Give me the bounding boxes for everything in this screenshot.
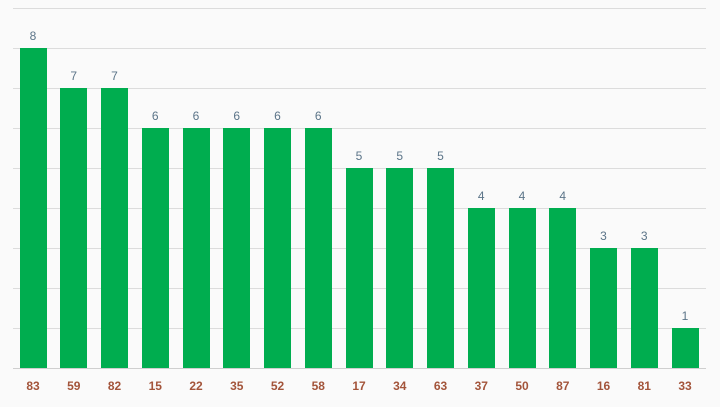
data-label-34: 5	[396, 149, 403, 163]
x-tick-label-15: 15	[149, 379, 163, 393]
bar-15	[142, 128, 169, 368]
data-label-52: 6	[274, 109, 281, 123]
x-tick-label-16: 16	[597, 379, 611, 393]
data-label-87: 4	[559, 189, 566, 203]
bar-22	[183, 128, 210, 368]
data-label-50: 4	[519, 189, 526, 203]
data-labels: 8 7 7 6 6 6 6 6 5 5 5 4 4 4 3 3 1	[30, 29, 689, 323]
x-tick-label-82: 82	[108, 379, 122, 393]
x-axis-tick-labels: 83 59 82 15 22 35 52 58 17 34 63 37 50 87 16 81 33	[26, 379, 692, 393]
bar-50	[509, 208, 536, 368]
data-label-15: 6	[152, 109, 159, 123]
x-tick-label-58: 58	[312, 379, 326, 393]
x-tick-label-50: 50	[515, 379, 529, 393]
bar-63	[427, 168, 454, 368]
bars	[20, 48, 699, 368]
bar-17	[346, 168, 373, 368]
data-label-16: 3	[600, 229, 607, 243]
bar-59	[60, 88, 87, 368]
bar-16	[590, 248, 617, 368]
x-tick-label-63: 63	[434, 379, 448, 393]
bar-83	[20, 48, 47, 368]
x-tick-label-33: 33	[678, 379, 692, 393]
x-tick-label-87: 87	[556, 379, 570, 393]
bar-58	[305, 128, 332, 368]
bar-37	[468, 208, 495, 368]
data-label-17: 5	[356, 149, 363, 163]
bar-33	[672, 328, 699, 368]
x-tick-label-37: 37	[475, 379, 489, 393]
data-label-37: 4	[478, 189, 485, 203]
x-tick-label-22: 22	[189, 379, 203, 393]
data-label-59: 7	[70, 69, 77, 83]
bar-52	[264, 128, 291, 368]
data-label-58: 6	[315, 109, 322, 123]
x-tick-label-59: 59	[67, 379, 81, 393]
x-tick-label-83: 83	[26, 379, 40, 393]
data-label-82: 7	[111, 69, 118, 83]
x-tick-label-35: 35	[230, 379, 244, 393]
x-tick-label-17: 17	[352, 379, 366, 393]
data-label-22: 6	[193, 109, 200, 123]
data-label-35: 6	[233, 109, 240, 123]
data-label-33: 1	[682, 309, 689, 323]
data-label-81: 3	[641, 229, 648, 243]
data-label-63: 5	[437, 149, 444, 163]
bar-82	[101, 88, 128, 368]
x-tick-label-52: 52	[271, 379, 285, 393]
data-label-83: 8	[30, 29, 37, 43]
bar-87	[549, 208, 576, 368]
x-tick-label-34: 34	[393, 379, 407, 393]
bar-35	[223, 128, 250, 368]
bar-34	[386, 168, 413, 368]
x-tick-label-81: 81	[638, 379, 652, 393]
bar-81	[631, 248, 658, 368]
